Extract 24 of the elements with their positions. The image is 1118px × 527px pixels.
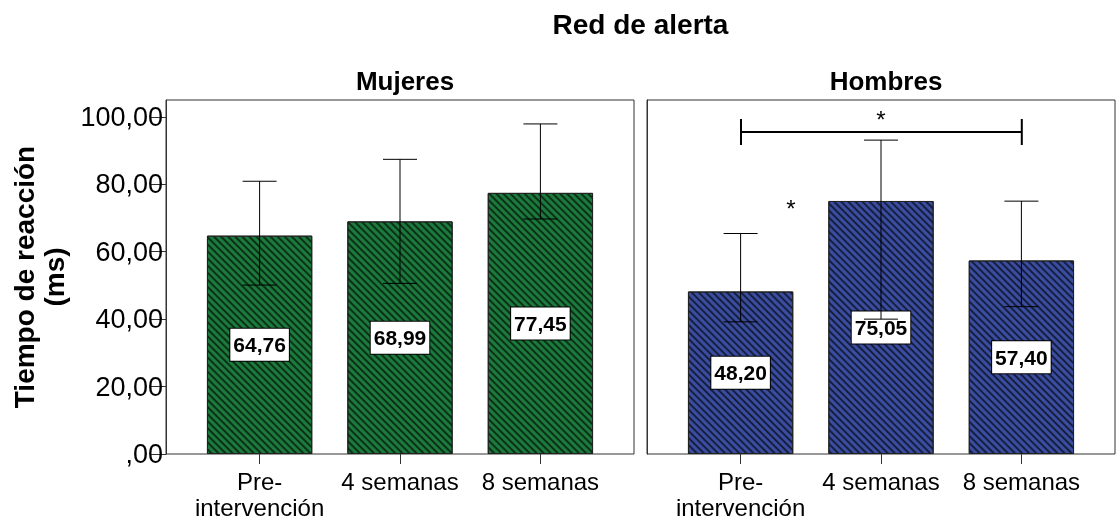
annotation: * — [786, 194, 796, 222]
data-label: 75,05 — [854, 315, 908, 339]
y-tick-label: 40,00 — [95, 304, 163, 335]
y-tick-label: ,00 — [125, 439, 163, 469]
chart-subtitle: Hombres — [829, 66, 943, 96]
y-tick-label: 60,00 — [95, 236, 163, 267]
x-tick-label: 4 semanas — [822, 467, 940, 495]
x-tick-label: 8 semanas — [481, 467, 600, 495]
x-tick-label: 8 semanas — [962, 467, 1081, 495]
x-tick-label: Pre-intervención — [675, 467, 806, 521]
chart-title: Red de alerta — [552, 9, 729, 41]
data-label: 57,40 — [995, 345, 1048, 369]
x-tick-label: 4 semanas — [341, 467, 459, 495]
data-label: 48,20 — [714, 361, 767, 385]
annotation: * — [876, 106, 886, 134]
y-tick-label: 100,00 — [80, 101, 163, 132]
y-tick-label: 80,00 — [95, 169, 163, 200]
chart-subtitle: Mujeres — [355, 66, 455, 96]
x-tick-label: Pre-intervención — [194, 467, 325, 521]
data-label: 77,45 — [514, 311, 567, 335]
data-label: 64,76 — [233, 333, 286, 357]
y-axis-title: Tiempo de reacción (ms) — [9, 145, 71, 409]
data-label: 68,99 — [373, 326, 427, 350]
y-tick-label: 20,00 — [95, 371, 163, 402]
